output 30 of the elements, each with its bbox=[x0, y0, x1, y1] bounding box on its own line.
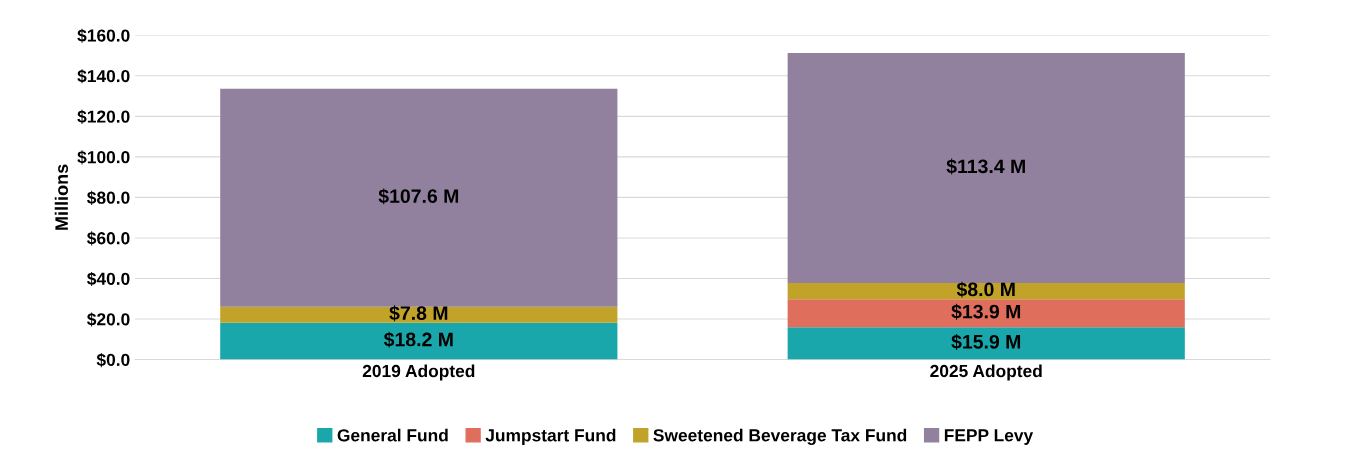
data-label: $7.8 M bbox=[389, 305, 448, 322]
data-label: $15.9 M bbox=[951, 334, 1021, 350]
data-label: $8.0 M bbox=[956, 281, 1015, 298]
y-tick-label: $160.0 bbox=[77, 28, 130, 43]
bar bbox=[787, 53, 1185, 283]
bar bbox=[220, 322, 618, 360]
y-tick-label: $120.0 bbox=[77, 109, 130, 124]
y-tick-label: $100.0 bbox=[77, 150, 130, 165]
bar bbox=[787, 299, 1185, 328]
y-tick-label: $40.0 bbox=[87, 271, 130, 287]
data-label: $113.4 M bbox=[946, 158, 1025, 175]
x-tick-label: 2019 Adopted bbox=[362, 364, 475, 381]
data-label: $13.9 M bbox=[951, 303, 1021, 320]
bar bbox=[220, 306, 618, 323]
bar bbox=[787, 282, 1185, 300]
y-tick-label: $80.0 bbox=[87, 190, 130, 205]
bar bbox=[220, 88, 618, 307]
legend-label: FEPP Levy bbox=[944, 429, 1034, 445]
y-tick-label: $20.0 bbox=[87, 312, 130, 327]
y-axis-title: Millions bbox=[54, 164, 69, 230]
data-label: $107.6 M bbox=[378, 188, 459, 205]
bar bbox=[787, 327, 1185, 360]
x-tick-label: 2025 Adopted bbox=[930, 364, 1042, 381]
data-label: $18.2 M bbox=[383, 331, 453, 348]
legend-label: Sweetened Beverage Tax Fund bbox=[653, 428, 907, 445]
y-tick-label: $140.0 bbox=[77, 69, 130, 84]
legend-label: General Fund bbox=[337, 428, 448, 442]
y-tick-label: $60.0 bbox=[87, 231, 130, 246]
legend-label: Jumpstart Fund bbox=[485, 428, 616, 445]
y-tick-label: $0.0 bbox=[96, 352, 130, 368]
